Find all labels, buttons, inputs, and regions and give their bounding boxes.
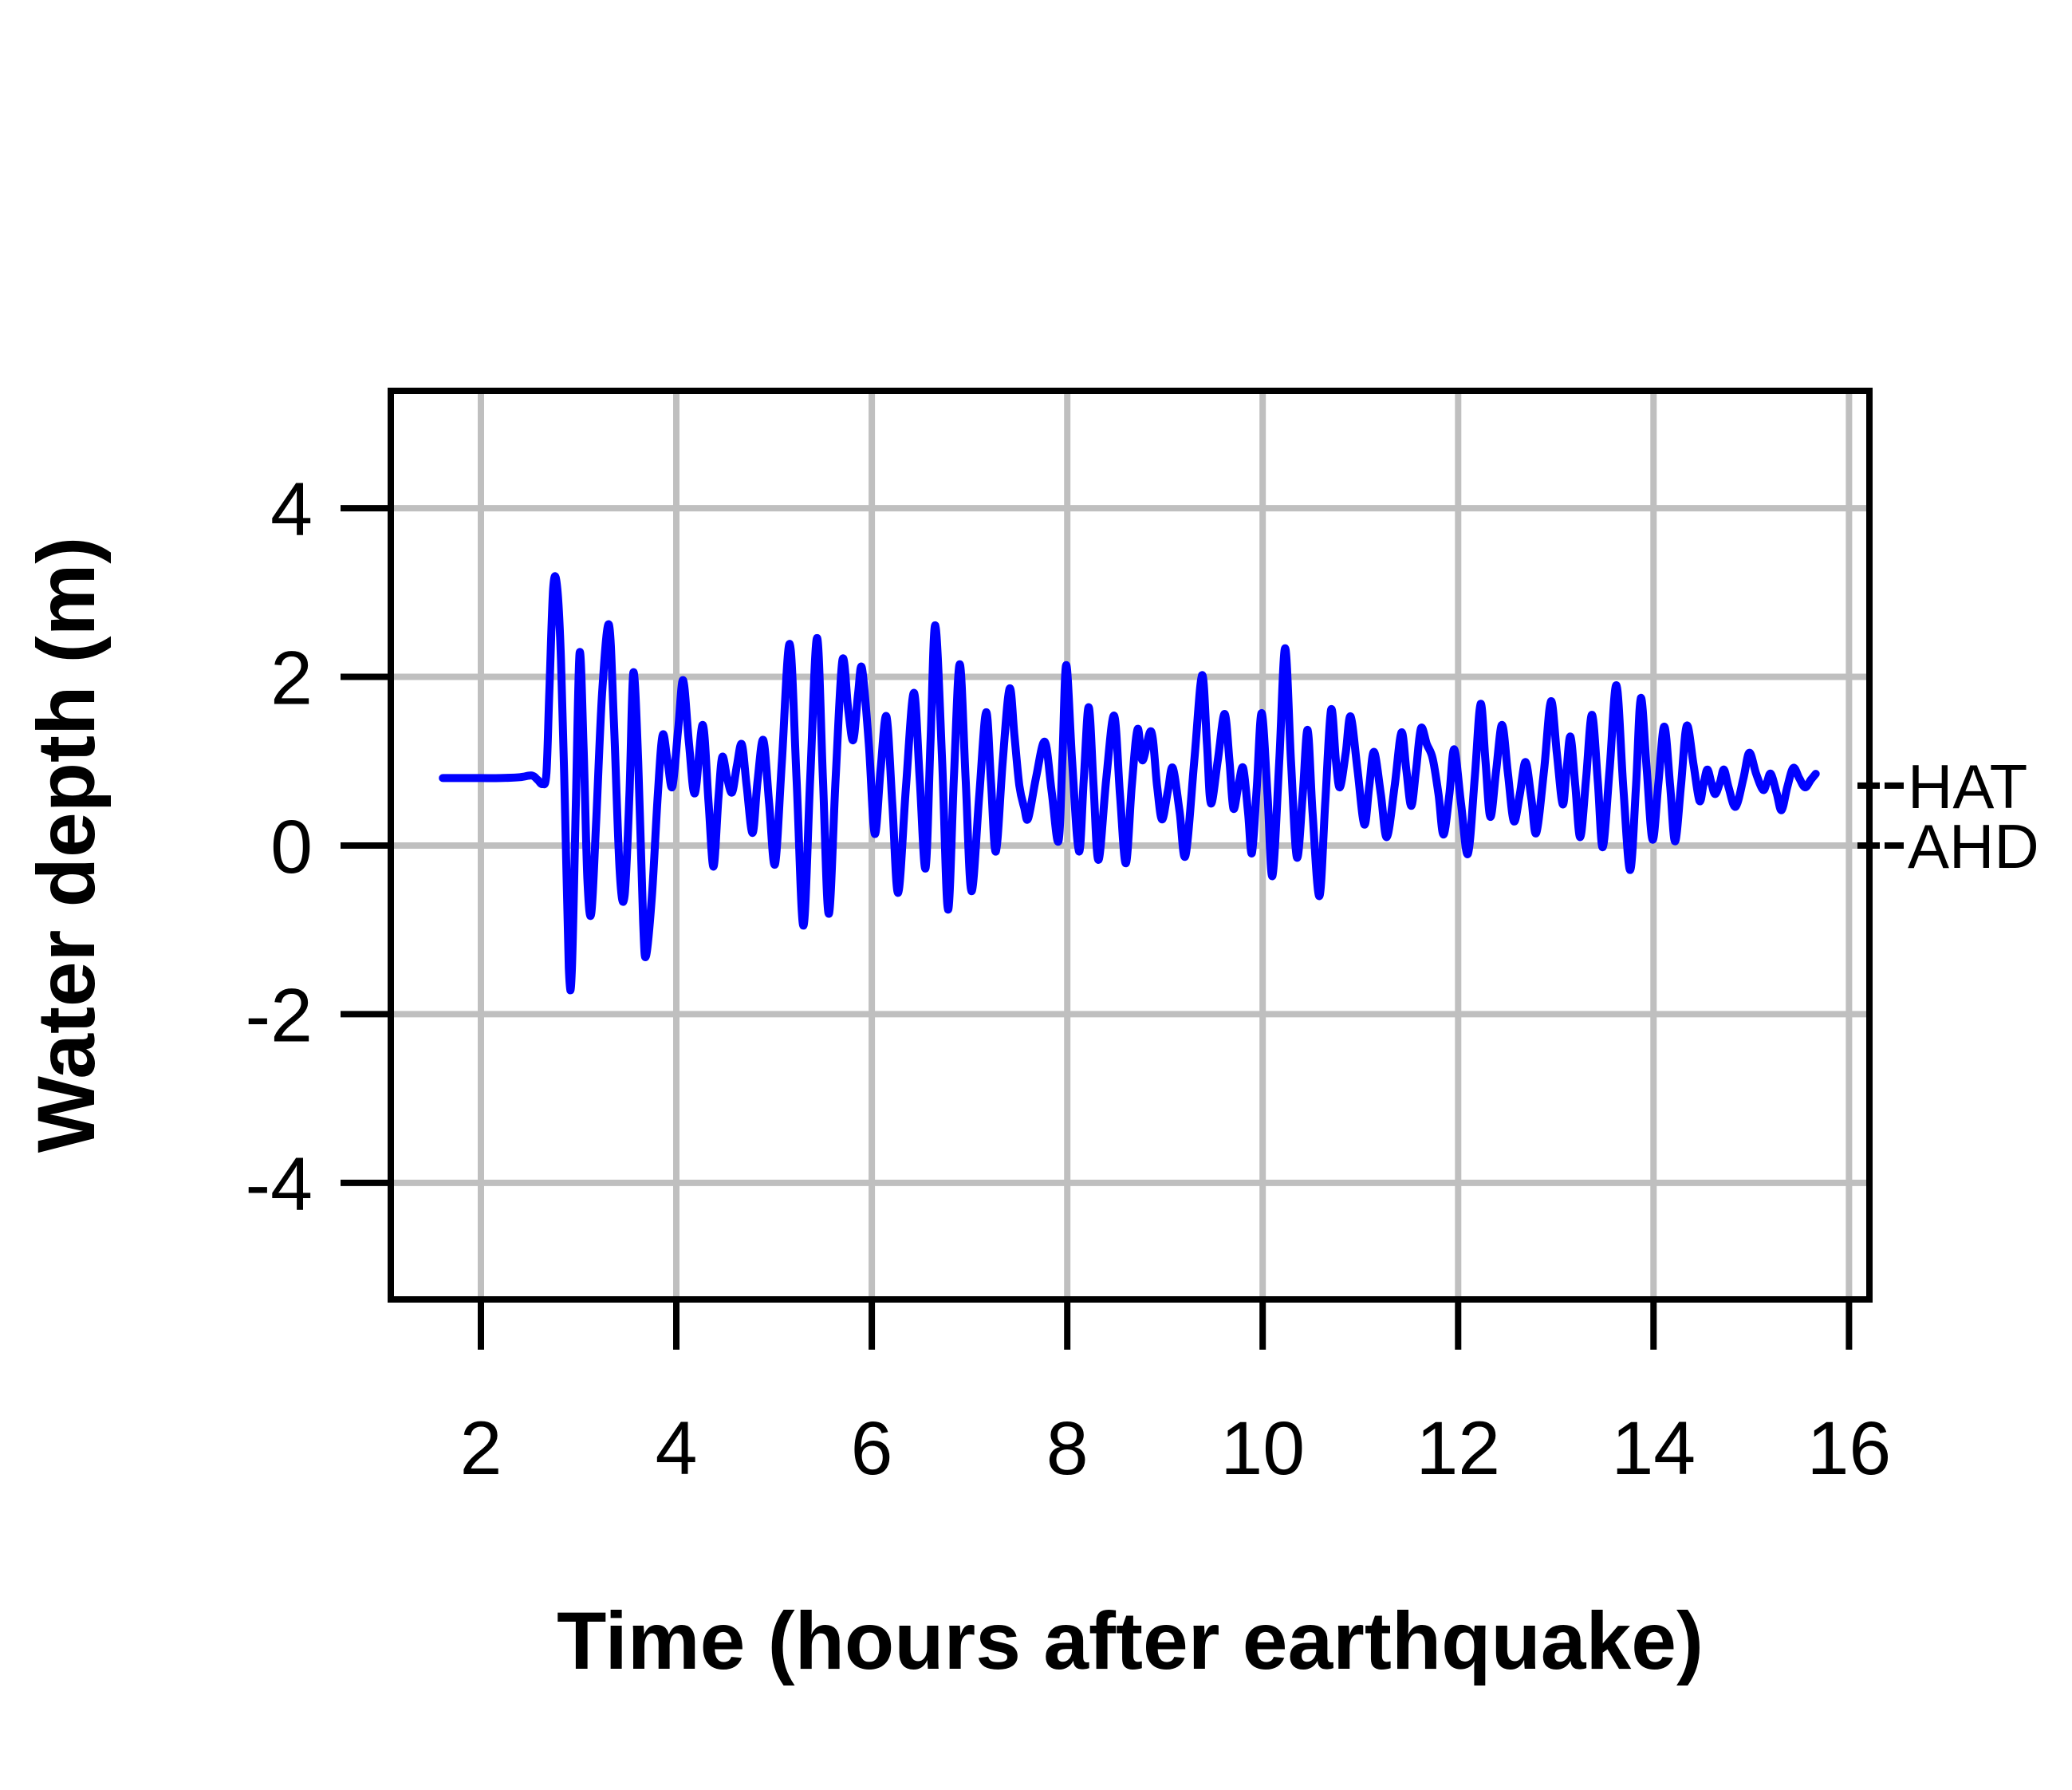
y-tick-label: -2 [246,973,313,1058]
hat-label: HAT [1908,751,2027,822]
x-tick-label: 8 [1046,1406,1089,1491]
y-tick-label: 2 [270,637,313,721]
x-tick-label: 2 [460,1406,502,1491]
y-tick-label: 4 [270,467,313,552]
water-depth-line [439,572,1820,995]
ahd-label: AHD [1908,811,2039,881]
data-series [439,572,1820,995]
y-tick-label: -4 [246,1142,313,1227]
x-tick-label: 14 [1611,1406,1696,1491]
x-tick-label: 4 [656,1406,698,1491]
x-tick-label: 16 [1807,1406,1892,1491]
plot-border [388,388,1873,1303]
x-axis-title: Time (hours after earthquake) [557,1595,1704,1686]
axis-ticks: 2 4 6 8 10 12 14 16 -4 -2 0 2 4 [246,467,1892,1491]
x-tick-label: 10 [1220,1406,1305,1491]
y-axis-title: Water depth (m) [21,537,112,1153]
x-tick-label: 6 [851,1406,893,1491]
y-tick-label: 0 [270,805,313,889]
x-tick-label: 12 [1416,1406,1500,1491]
